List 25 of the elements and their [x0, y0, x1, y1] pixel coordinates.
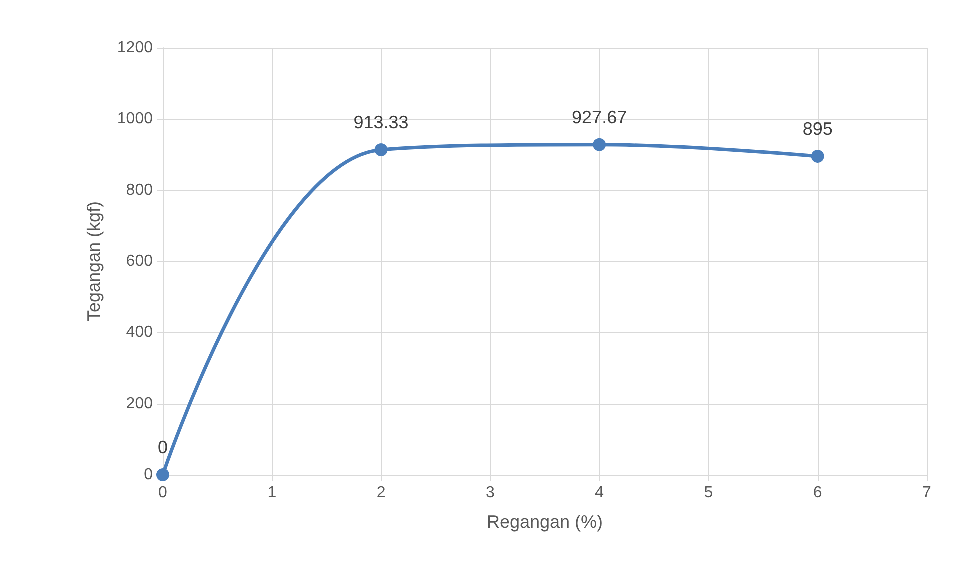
y-tick-label: 600	[126, 253, 154, 270]
y-tick-label: 800	[126, 182, 154, 199]
x-tick-label: 1	[268, 484, 277, 502]
y-tick-label: 1000	[117, 110, 154, 128]
point	[593, 138, 606, 152]
x-axis-title: Regangan (%)	[486, 512, 604, 532]
data-label: 895	[802, 119, 833, 140]
point	[811, 150, 824, 164]
y-tick-label: 200	[126, 395, 154, 412]
data-label: 0	[158, 438, 168, 458]
y-axis-title: Tegangan (kgf)	[84, 201, 104, 322]
point	[374, 144, 388, 157]
y-tick-label: 1200	[117, 40, 154, 56]
y-tick-label: 400	[126, 324, 154, 342]
x-tick-label: 5	[704, 484, 714, 502]
data-label: 913.33	[354, 112, 409, 133]
x-tick-label: 3	[486, 484, 495, 502]
x-tick-label: 2	[376, 484, 386, 502]
point	[156, 468, 170, 482]
x-tick-label: 7	[922, 484, 932, 502]
x-tick-label: 4	[595, 484, 604, 502]
data-label: 927.67	[572, 107, 628, 128]
x-tick-label: 0	[158, 484, 168, 502]
y-tick-label: 0	[144, 466, 154, 484]
x-tick-label: 6	[813, 484, 822, 502]
